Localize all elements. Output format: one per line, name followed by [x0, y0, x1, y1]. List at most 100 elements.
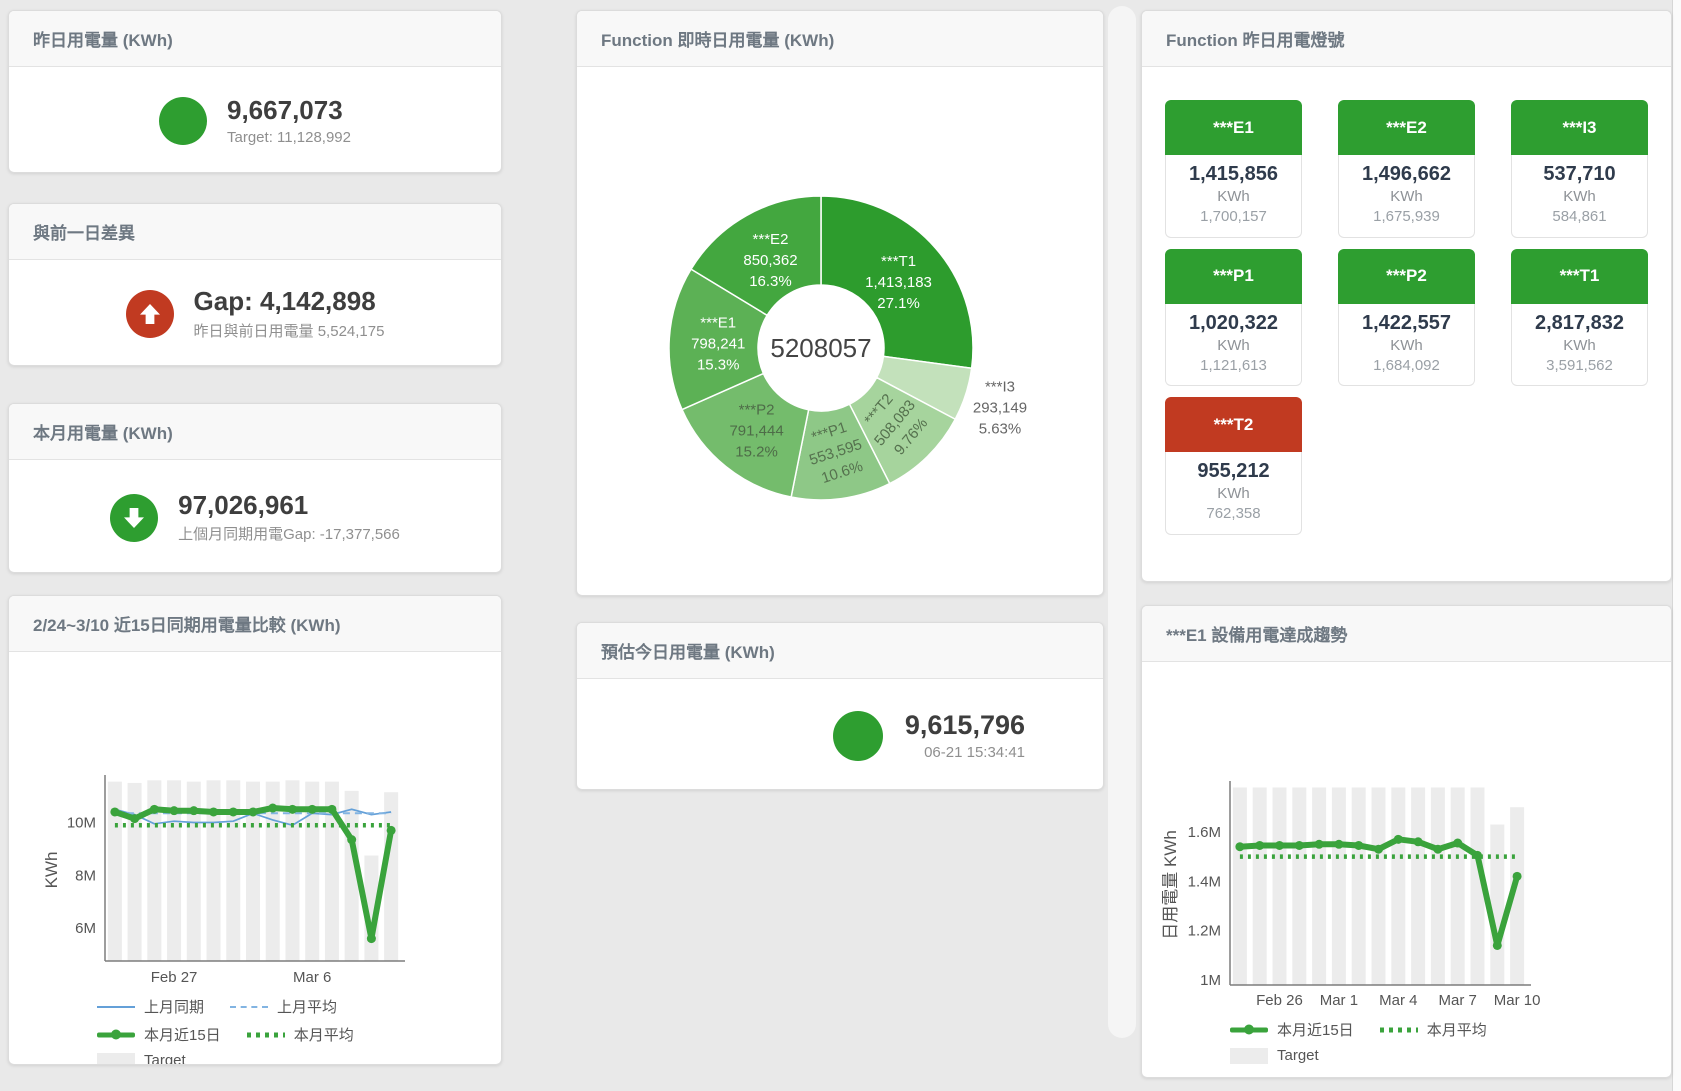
day-gap-sub: 昨日與前日用電量 5,524,175	[193, 322, 385, 340]
tile-T2-target: 762,358	[1206, 505, 1261, 523]
tile-I3: ***I3 537,710 KWh 584,861	[1511, 100, 1648, 238]
green-dotted-swatch	[246, 1027, 285, 1043]
tile-T2: ***T2 955,212 KWh 762,358	[1165, 397, 1302, 535]
tile-P2-name: ***P2	[1338, 248, 1475, 304]
tile-E2: ***E2 1,496,662 KWh 1,675,939	[1338, 100, 1475, 238]
e1-trend-line-chart[interactable]: 1M 1.2M 1.4M 1.6M Feb 26 Mar 1 Mar 4 Mar 7 Mar 1…	[1142, 662, 1671, 1010]
tile-P1-target: 1,121,613	[1200, 356, 1267, 374]
gray-square-swatch	[97, 1052, 135, 1064]
blue-line-swatch	[97, 999, 135, 1015]
svg-text:1M: 1M	[1200, 972, 1221, 989]
tile-P2: ***P2 1,422,557 KWh 1,684,092	[1338, 248, 1475, 386]
tile-E1-value: 1,415,856	[1189, 163, 1278, 185]
svg-text:Feb 27: Feb 27	[151, 969, 198, 986]
tile-P1-name: ***P1	[1165, 248, 1302, 304]
svg-text:1.2M: 1.2M	[1188, 923, 1221, 940]
day-gap-value: Gap: 4,142,898	[193, 286, 376, 317]
card-month-title: 本月用電量 (KWh)	[9, 404, 501, 460]
comparison-chart-title: 2/24~3/10 近15日同期用電量比較 (KWh)	[9, 596, 501, 652]
green-line-swatch	[1230, 1022, 1268, 1038]
tile-E1-target: 1,700,157	[1200, 208, 1267, 226]
tile-I3-target: 584,861	[1552, 208, 1607, 226]
legend-this-month-avg[interactable]: 本月平均	[246, 1024, 354, 1045]
tile-E1-unit: KWh	[1217, 188, 1250, 205]
month-usage-gap: 上個月同期用電Gap: -17,377,566	[178, 526, 400, 544]
tile-P2-target: 1,684,092	[1373, 356, 1440, 374]
status-tiles-grid: ***E1 1,415,856 KWh 1,700,157 ***E2 1,49…	[1142, 67, 1671, 535]
tile-E2-name: ***E2	[1338, 100, 1475, 155]
svg-text:Mar 4: Mar 4	[1379, 992, 1417, 1009]
svg-text:日用電量 KWh: 日用電量 KWh	[1161, 830, 1180, 940]
tile-I3-value: 537,710	[1543, 163, 1616, 185]
tile-T1: ***T1 2,817,832 KWh 3,591,562	[1511, 248, 1648, 386]
legend-this-month[interactable]: 本月近15日	[97, 1024, 221, 1045]
legend-target[interactable]: Target	[1230, 1047, 1319, 1064]
gray-square-swatch	[1230, 1047, 1268, 1064]
tile-T1-name: ***T1	[1511, 248, 1648, 304]
card-day-gap-title: 與前一日差異	[9, 204, 501, 260]
tiles-panel-title: Function 昨日用電燈號	[1142, 11, 1671, 67]
legend-target[interactable]: Target	[97, 1052, 186, 1064]
blue-dashed-swatch	[230, 999, 269, 1015]
svg-text:Mar 1: Mar 1	[1320, 992, 1358, 1009]
tile-I3-unit: KWh	[1563, 188, 1596, 205]
arrow-up-icon	[125, 290, 174, 338]
status-circle-green	[159, 97, 207, 145]
estimate-card-title: 預估今日用電量 (KWh)	[577, 623, 1103, 679]
tile-T2-unit: KWh	[1217, 485, 1250, 502]
realtime-usage-donut-chart[interactable]: ***T1 1,413,183 27.1%***I3 293,149 5.63%***T…	[577, 67, 1103, 596]
legend-this-month[interactable]: 本月近15日	[1230, 1019, 1354, 1040]
tile-E1-name: ***E1	[1165, 100, 1302, 155]
svg-text:8M: 8M	[75, 867, 96, 884]
tile-P2-unit: KWh	[1390, 336, 1423, 354]
tile-P2-value: 1,422,557	[1362, 311, 1451, 334]
tile-P1: ***P1 1,020,322 KWh 1,121,613	[1165, 248, 1302, 386]
window-right-edge	[1672, 0, 1681, 1091]
tile-T1-target: 3,591,562	[1546, 356, 1613, 374]
svg-text:6M: 6M	[75, 920, 96, 937]
tile-T1-unit: KWh	[1563, 336, 1596, 354]
legend-this-month-avg[interactable]: 本月平均	[1379, 1019, 1487, 1040]
svg-text:KWh: KWh	[42, 852, 61, 889]
svg-text:Mar 6: Mar 6	[293, 969, 331, 986]
tile-T2-value: 955,212	[1197, 460, 1270, 482]
tile-P1-value: 1,020,322	[1189, 311, 1278, 334]
panel-yesterday-status-lights: Function 昨日用電燈號 ***E1 1,415,856 KWh 1,70…	[1141, 10, 1672, 582]
card-yesterday-title: 昨日用電量 (KWh)	[9, 11, 501, 67]
panel-e1-trend: ***E1 設備用電達成趨勢 1M 1.2M 1.4M 1.6M Feb 26 Mar 1…	[1141, 605, 1672, 1078]
tile-E2-target: 1,675,939	[1373, 208, 1440, 226]
svg-text:Mar 7: Mar 7	[1439, 992, 1477, 1009]
card-estimated-today: 預估今日用電量 (KWh) 9,615,796 06-21 15:34:41	[576, 622, 1104, 790]
donut-panel-title: Function 即時日用電量 (KWh)	[577, 11, 1103, 67]
yesterday-usage-target: Target: 11,128,992	[227, 128, 351, 146]
tile-I3-name: ***I3	[1511, 100, 1648, 155]
trend-legend: 本月近15日 本月平均 Target	[1230, 1019, 1671, 1064]
green-dotted-swatch	[1379, 1022, 1418, 1038]
green-line-swatch	[97, 1027, 135, 1043]
card-month-usage: 本月用電量 (KWh) 97,026,961 上個月同期用電Gap: -17,3…	[8, 403, 502, 573]
svg-text:Mar 10: Mar 10	[1494, 992, 1541, 1009]
tile-E1: ***E1 1,415,856 KWh 1,700,157	[1165, 100, 1302, 238]
panel-realtime-donut: Function 即時日用電量 (KWh) ***T1 1,413,183 27.1…	[576, 10, 1104, 596]
tile-T1-value: 2,817,832	[1535, 311, 1624, 334]
svg-text:10M: 10M	[67, 815, 96, 832]
comparison-line-chart[interactable]: 6M 8M 10M Feb 27 Mar 6 KWh	[9, 652, 501, 987]
estimated-today-value: 9,615,796	[904, 709, 1025, 740]
tile-E2-value: 1,496,662	[1362, 163, 1451, 185]
yesterday-usage-value: 9,667,073	[227, 95, 343, 126]
estimate-timestamp: 06-21 15:34:41	[924, 744, 1025, 762]
svg-text:5208057: 5208057	[770, 333, 871, 363]
card-yesterday-usage: 昨日用電量 (KWh) 9,667,073 Target: 11,128,992	[8, 10, 502, 173]
panel-15day-comparison: 2/24~3/10 近15日同期用電量比較 (KWh) 6M 8M 10M Feb 2…	[8, 595, 502, 1065]
status-circle-green	[832, 710, 883, 761]
comparison-legend: 上月同期 上月平均 本月近15日 本月平均 Target	[97, 996, 501, 1064]
vertical-scrollbar[interactable]	[1108, 6, 1136, 1038]
svg-text:1.4M: 1.4M	[1188, 873, 1221, 890]
legend-last-month-avg[interactable]: 上月平均	[230, 996, 337, 1017]
legend-last-month[interactable]: 上月同期	[97, 996, 204, 1017]
